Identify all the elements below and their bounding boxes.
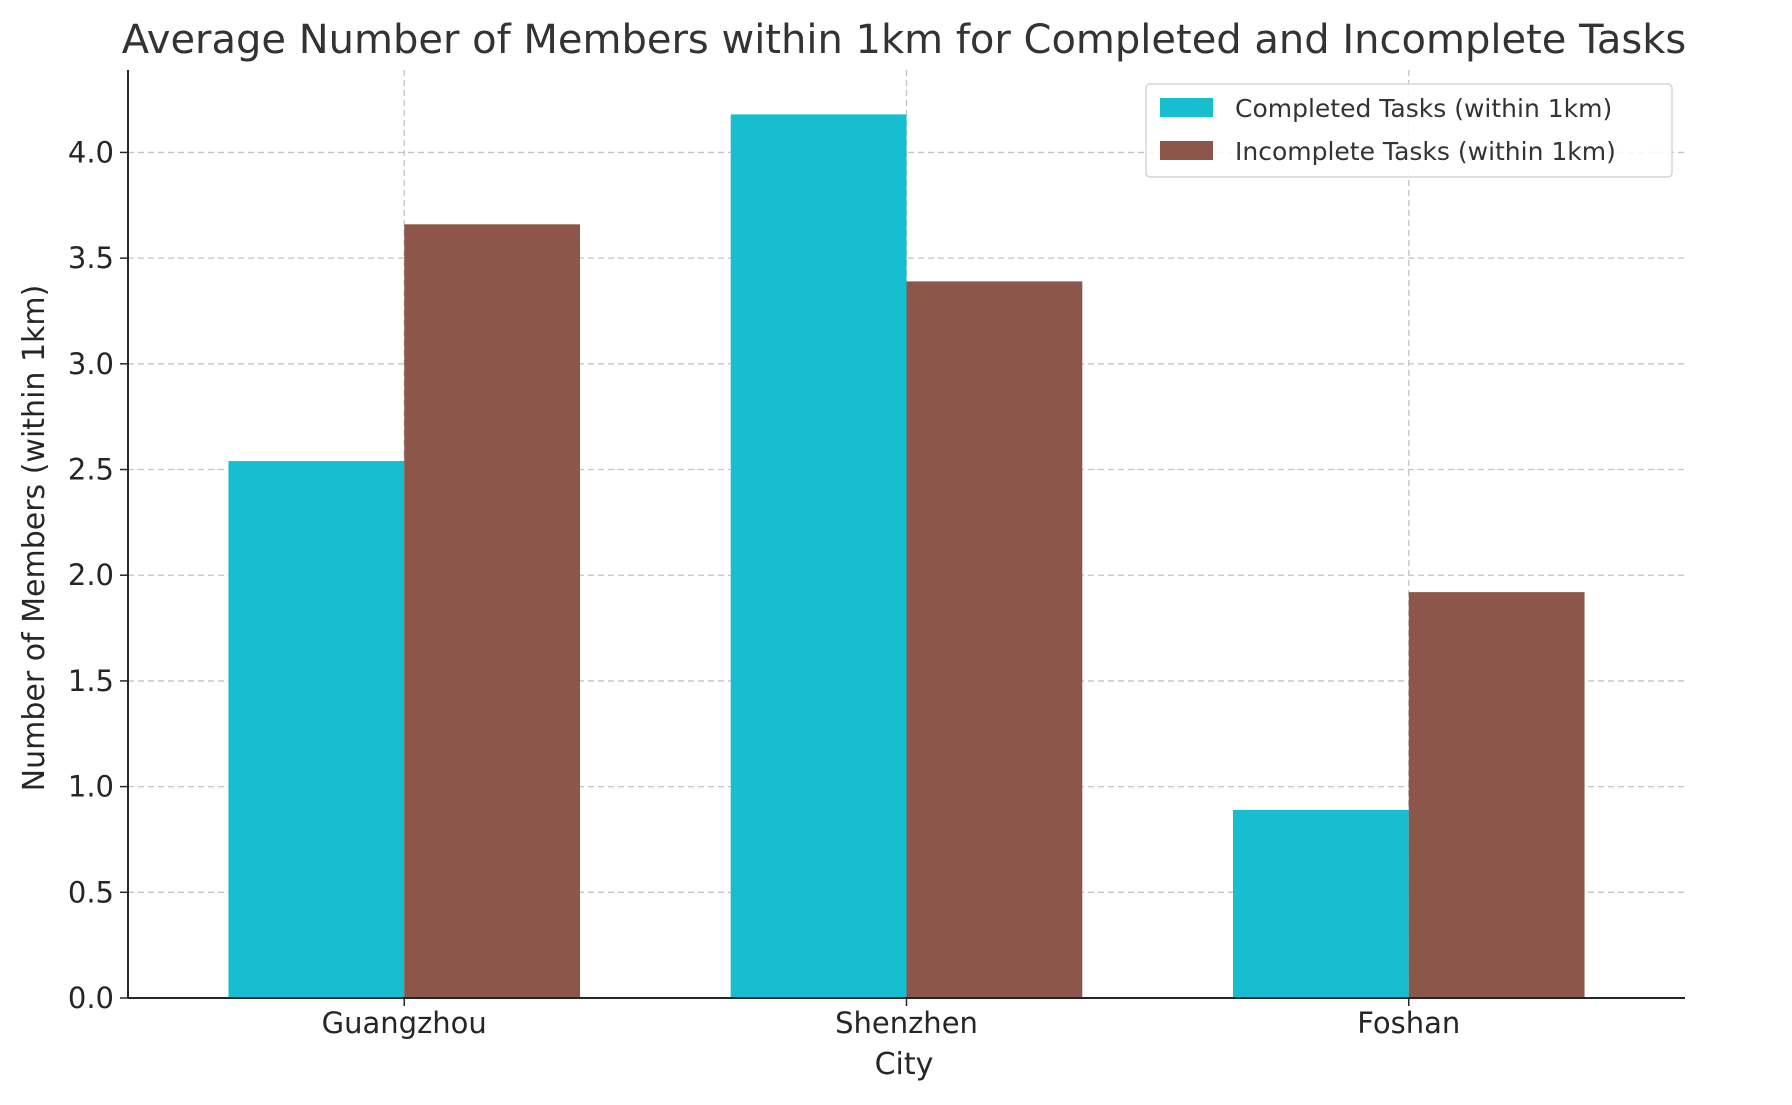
y-tick-label: 0.0	[68, 981, 114, 1015]
x-axis-ticks: Guangzhou Shenzhen Foshan	[322, 998, 1460, 1040]
x-tick-label: Foshan	[1357, 1006, 1460, 1040]
bar-incomplete-guangzhou	[404, 224, 581, 999]
y-axis-ticks: 0.0 0.5 1.0 1.5 2.0 2.5 3.0 3.5 4.0	[68, 135, 128, 1015]
y-tick-label: 1.5	[68, 664, 114, 698]
bars	[228, 114, 1585, 999]
y-tick-label: 3.0	[68, 347, 114, 381]
bar-completed-shenzhen	[730, 114, 907, 999]
y-axis-label: Number of Members (within 1km)	[17, 285, 52, 792]
x-axis-label: City	[875, 1047, 934, 1082]
bar-completed-foshan	[1232, 809, 1409, 998]
bar-incomplete-shenzhen	[906, 281, 1083, 998]
bar-incomplete-foshan	[1408, 592, 1585, 998]
y-tick-label: 1.0	[68, 770, 114, 804]
legend-swatch-completed	[1160, 98, 1213, 117]
y-tick-label: 4.0	[68, 135, 114, 169]
x-tick-label: Shenzhen	[835, 1006, 978, 1040]
chart-title: Average Number of Members within 1km for…	[122, 17, 1687, 63]
y-tick-label: 2.0	[68, 558, 114, 592]
legend-swatch-incomplete	[1160, 141, 1213, 160]
y-tick-label: 2.5	[68, 453, 114, 487]
legend-box	[1145, 83, 1673, 178]
legend-label-completed: Completed Tasks (within 1km)	[1235, 94, 1612, 123]
y-tick-label: 0.5	[68, 875, 114, 909]
legend: Completed Tasks (within 1km) Incomplete …	[1145, 83, 1673, 178]
x-tick-label: Guangzhou	[322, 1006, 487, 1040]
legend-label-incomplete: Incomplete Tasks (within 1km)	[1235, 137, 1616, 166]
bar-completed-guangzhou	[228, 461, 405, 998]
y-tick-label: 3.5	[68, 241, 114, 275]
